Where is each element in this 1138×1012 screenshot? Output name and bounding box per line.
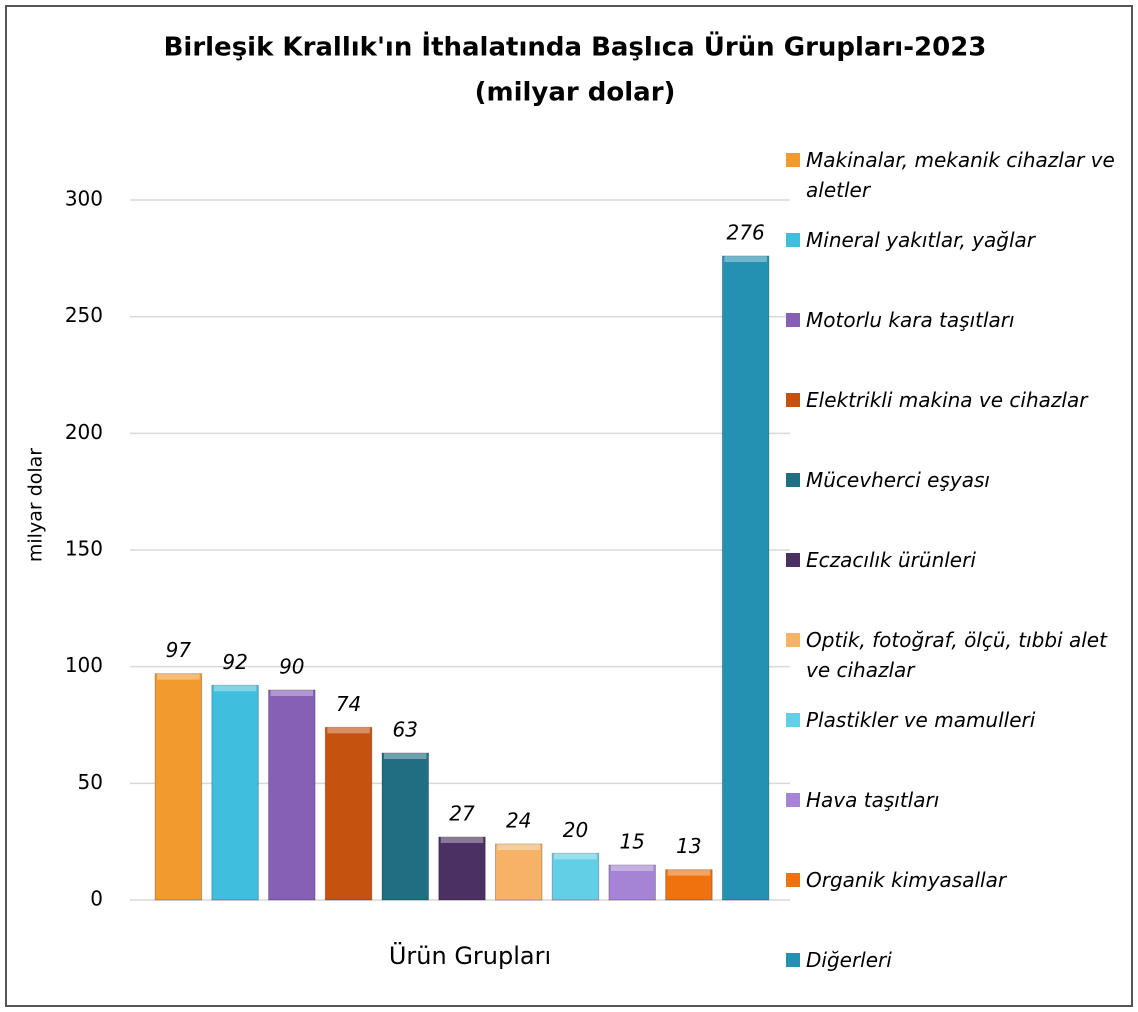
legend-label: Mücevherci eşyası [806, 468, 990, 492]
bar [551, 852, 600, 901]
bar [721, 255, 770, 901]
x-tick-label: Ürün Grupları [389, 941, 551, 970]
legend-swatch [786, 873, 800, 887]
legend-label: Diğerleri [806, 948, 892, 972]
legend-swatch [786, 313, 800, 327]
legend-swatch [786, 553, 800, 567]
y-tick-label: 200 [65, 420, 103, 444]
bar-highlight [724, 256, 767, 262]
legend-item: Plastikler ve mamulleri [786, 705, 1131, 735]
legend-item: Motorlu kara taşıtları [786, 305, 1131, 335]
bar-highlight [440, 837, 484, 843]
legend-swatch [786, 393, 800, 407]
legend-label: Eczacılık ürünleri [806, 548, 976, 572]
bar [494, 843, 543, 901]
legend-swatch [786, 153, 800, 167]
y-axis-label: milyar dolar [25, 448, 47, 562]
legend-swatch [786, 713, 800, 727]
legend-swatch [786, 233, 800, 247]
legend-label: Organik kimyasallar [806, 868, 1007, 892]
legend-swatch [786, 473, 800, 487]
legend-label: Makinalar, mekanik cihazlar ve aletler [806, 148, 1115, 202]
y-tick-label: 50 [78, 770, 103, 794]
legend-label: Mineral yakıtlar, yağlar [806, 228, 1035, 252]
bar [438, 836, 486, 901]
legend-item: Makinalar, mekanik cihazlar ve aletler [786, 145, 1131, 205]
y-tick-label: 250 [65, 303, 103, 327]
bar [381, 752, 430, 901]
data-label: 63 [393, 718, 418, 742]
data-label: 20 [563, 818, 588, 842]
bar [608, 864, 656, 901]
y-tick-label: 150 [65, 537, 103, 561]
legend-label: Motorlu kara taşıtları [806, 308, 1015, 332]
legend-item: Mineral yakıtlar, yağlar [786, 225, 1131, 255]
legend-item: Hava taşıtları [786, 785, 1131, 815]
y-tick-label: 0 [90, 887, 103, 911]
legend-item: Optik, fotoğraf, ölçü, tıbbi alet ve cih… [786, 625, 1131, 685]
bar-highlight [610, 865, 654, 871]
bar-highlight [157, 673, 200, 680]
data-label: 276 [727, 221, 765, 245]
data-label: 97 [166, 638, 192, 662]
legend-label: Plastikler ve mamulleri [806, 708, 1036, 732]
bar [665, 869, 713, 901]
legend-item: Mücevherci eşyası [786, 465, 1131, 495]
data-label: 27 [449, 802, 475, 826]
data-label: 24 [506, 809, 531, 833]
bar [324, 726, 373, 901]
data-label: 90 [279, 655, 304, 679]
bar [268, 689, 316, 901]
legend-item: Elektrikli makina ve cihazlar [786, 385, 1131, 415]
legend-item: Organik kimyasallar [786, 865, 1131, 895]
bar-highlight [384, 753, 427, 759]
legend-swatch [786, 953, 800, 967]
legend-item: Diğerleri [786, 945, 1131, 975]
legend-item: Eczacılık ürünleri [786, 545, 1131, 575]
y-tick-label: 300 [65, 187, 103, 211]
data-label: 74 [336, 692, 361, 716]
chart-subtitle: (milyar dolar) [475, 78, 676, 108]
bar [154, 673, 203, 901]
legend-swatch [786, 793, 800, 807]
data-label: 92 [222, 650, 247, 674]
data-label: 15 [619, 830, 644, 854]
y-tick-label: 100 [65, 653, 103, 677]
legend-swatch [786, 633, 800, 647]
chart-title: Birleşik Krallık'ın İthalatında Başlıca … [164, 30, 987, 63]
bar-highlight [270, 690, 314, 696]
bar-highlight [327, 727, 370, 734]
bar-highlight [213, 685, 257, 692]
legend-label: Optik, fotoğraf, ölçü, tıbbi alet ve cih… [806, 628, 1107, 682]
bar-highlight [554, 853, 597, 860]
legend-label: Hava taşıtları [806, 788, 940, 812]
legend-label: Elektrikli makina ve cihazlar [806, 388, 1088, 412]
bar [211, 684, 259, 901]
bar-highlight [667, 869, 711, 876]
bar-highlight [497, 844, 540, 850]
data-label: 13 [676, 834, 701, 858]
